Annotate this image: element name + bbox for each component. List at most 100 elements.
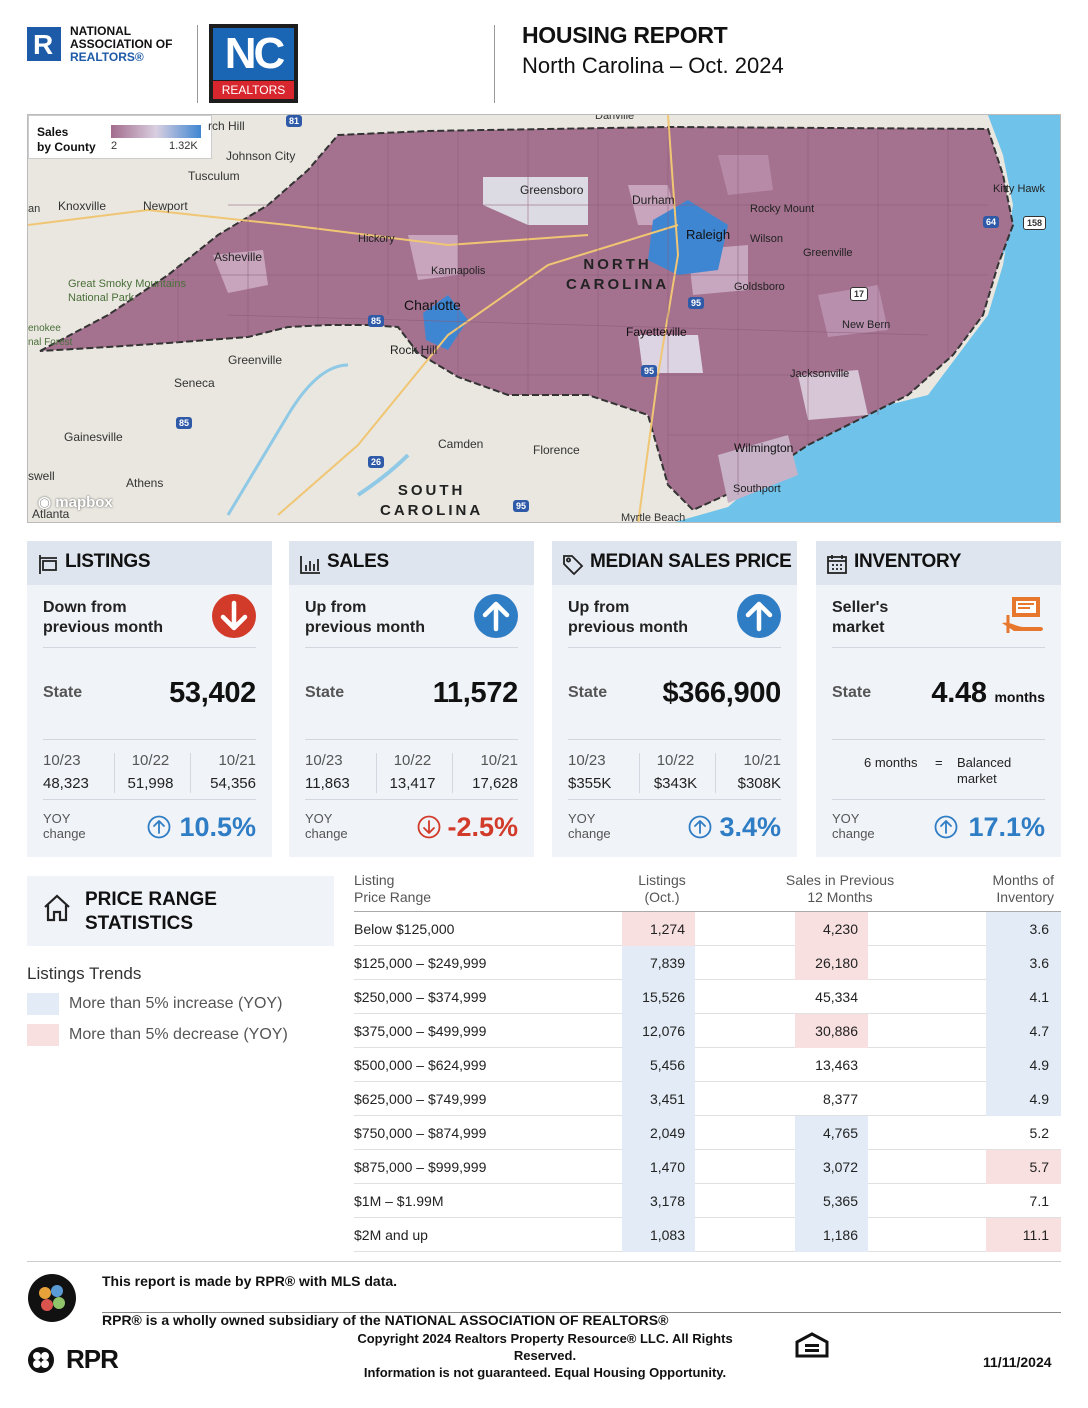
sales-trend-bg <box>795 1014 868 1048</box>
divider <box>197 25 198 103</box>
county-sales-map[interactable]: Sales by County 2 1.32K Danville rch Hill… <box>27 114 1061 523</box>
county-guilford[interactable] <box>483 177 588 225</box>
card-header: MEDIAN SALES PRICE <box>552 541 797 585</box>
cell-months: 5.7 <box>1029 1159 1049 1175</box>
yoy-value: 10.5% <box>179 812 256 842</box>
sign-icon <box>39 555 57 574</box>
county[interactable] <box>718 155 773 195</box>
city-label: Camden <box>438 437 484 451</box>
city-label: Knoxville <box>58 199 107 213</box>
cell-sales: 30,886 <box>815 1023 858 1039</box>
park-label: nal Forest <box>28 337 73 348</box>
city-label: Tusculum <box>188 169 240 183</box>
separator <box>832 647 1045 648</box>
city-label: Johnson City <box>226 149 296 163</box>
county-buncombe[interactable] <box>213 250 268 293</box>
city-label: Kitty Hawk <box>993 183 1045 195</box>
rpr-logo-text: RPR <box>66 1344 119 1374</box>
listings-trend-bg <box>622 1218 695 1252</box>
city-label: Greenville <box>228 353 283 367</box>
city-label: Newport <box>143 199 188 213</box>
yoy-value: 3.4% <box>719 812 781 842</box>
cell-months: 4.9 <box>1029 1057 1049 1073</box>
cell-sales: 45,334 <box>815 989 858 1005</box>
route-shield: 95 <box>688 297 705 309</box>
cell-listings: 3,451 <box>649 1091 685 1107</box>
table-row: $1M – $1.99M 3,178 5,365 7.1 <box>354 1184 1061 1218</box>
county-borders <box>168 129 988 495</box>
cell-price-range: $375,000 – $499,999 <box>354 1023 487 1039</box>
route-shield: 81 <box>286 115 303 127</box>
county-onslow[interactable] <box>798 370 868 420</box>
park-label: Great Smoky Mountains National Park <box>68 278 186 304</box>
card-title: LISTINGS <box>65 551 151 572</box>
county-craven[interactable] <box>818 285 888 337</box>
city-label: Myrtle Beach <box>621 512 686 523</box>
yoy-value: -2.5% <box>447 812 518 842</box>
cell-months: 4.7 <box>1029 1023 1049 1039</box>
city-label: Greensboro <box>520 183 584 197</box>
card-listings: LISTINGS Down from previous month State 5… <box>27 541 272 857</box>
cell-months: 11.1 <box>1022 1227 1049 1243</box>
cell-listings: 12,076 <box>642 1023 685 1039</box>
city-label: Wilmington <box>734 441 794 455</box>
mapbox-icon: ◉ <box>38 494 52 511</box>
table-row: $375,000 – $499,999 12,076 30,886 4.7 <box>354 1014 1061 1048</box>
county-cumberland[interactable] <box>638 335 703 373</box>
report-title: HOUSING REPORT <box>522 22 728 48</box>
separator <box>715 753 716 793</box>
listings-trend-bg <box>622 1048 695 1082</box>
separator <box>305 739 518 740</box>
divider <box>494 25 495 103</box>
sales-trend-bg <box>795 946 868 980</box>
listings-trend-bg <box>622 1116 695 1150</box>
trend-text: Up from previous month <box>568 599 689 636</box>
cell-listings: 2,049 <box>649 1125 685 1141</box>
yoy-up-arrow-icon <box>688 815 712 839</box>
table-row: $125,000 – $249,999 7,839 26,180 3.6 <box>354 946 1061 980</box>
cell-price-range: Below $125,000 <box>354 921 455 937</box>
trend-text: Seller's market <box>832 599 889 636</box>
cell-sales: 8,377 <box>822 1091 858 1107</box>
table-row: Below $125,000 1,274 4,230 3.6 <box>354 912 1061 946</box>
rpr-logo-icon <box>28 1347 54 1373</box>
history-10-23: 10/23 $355K <box>568 752 612 792</box>
cell-months: 4.9 <box>1029 1091 1049 1107</box>
col-header-price-range: Listing Price Range <box>354 872 432 905</box>
city-label: Gainesville <box>64 430 123 444</box>
mapbox-attribution[interactable]: ◉ mapbox <box>38 494 113 511</box>
history-10-21: 10/21 54,356 <box>210 752 256 792</box>
nc-state-shape <box>39 125 1015 512</box>
cell-listings: 1,083 <box>649 1227 685 1243</box>
months-trend-bg <box>986 1014 1061 1048</box>
state-value: $366,900 <box>662 677 781 709</box>
legend-swatch-increase <box>27 993 59 1015</box>
seller-market-icon <box>1002 597 1043 633</box>
col-header-months-inventory: Months of Inventory <box>992 872 1054 905</box>
state-label: State <box>832 684 872 701</box>
price-tag-icon <box>563 555 584 575</box>
card-header: LISTINGS <box>27 541 272 585</box>
cell-price-range: $875,000 – $999,999 <box>354 1159 487 1175</box>
legend-gradient <box>111 125 201 138</box>
separator <box>305 647 518 648</box>
trend-text: Up from previous month <box>305 599 426 636</box>
state-label-nc: NORTH CAROLINA <box>566 256 670 293</box>
county-mecklenburg[interactable] <box>423 295 468 350</box>
state-unit: months <box>994 689 1045 705</box>
footer-divider <box>27 1261 1061 1262</box>
separator <box>376 753 377 793</box>
county[interactable] <box>408 235 458 280</box>
up-arrow-icon <box>737 594 781 638</box>
yoy-label: YOY change <box>43 811 86 841</box>
separator <box>832 739 1045 740</box>
cell-listings: 3,178 <box>649 1193 685 1209</box>
rpr-badge-icon <box>28 1274 76 1322</box>
price-range-table: Listing Price Range Listings (Oct.) Sales … <box>354 868 1061 1252</box>
col-header-listings: Listings (Oct.) <box>638 872 686 905</box>
months-trend-bg <box>986 946 1061 980</box>
city-label: Rocky Mount <box>750 203 815 215</box>
nar-logo: R <box>27 27 61 61</box>
card-median-sales-price: MEDIAN SALES PRICE Up from previous month… <box>552 541 797 857</box>
listings-trend-bg <box>622 1014 695 1048</box>
